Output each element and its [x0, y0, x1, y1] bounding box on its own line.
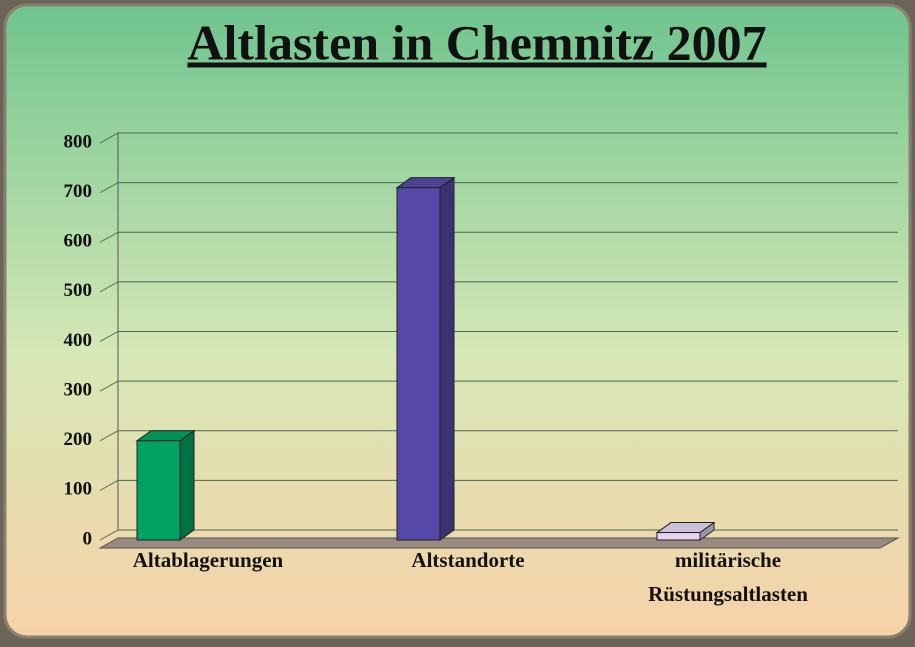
bar — [135, 429, 196, 541]
grid-line — [99, 132, 898, 144]
x-tick-label: militärische Rüstungsaltlasten — [648, 548, 808, 606]
panel — [3, 3, 912, 639]
bar — [395, 176, 456, 541]
x-tick-label: Altablagerungen — [133, 548, 284, 572]
grid-line — [99, 281, 898, 293]
grid-line — [99, 231, 898, 243]
floor — [98, 537, 900, 549]
y-tick-label: 100 — [64, 479, 93, 500]
grid-line — [99, 380, 898, 392]
bar — [655, 521, 716, 541]
y-tick-label: 700 — [64, 181, 93, 202]
grid-line — [99, 529, 898, 541]
y-tick-label: 600 — [64, 231, 93, 252]
y-tick-label: 800 — [64, 131, 93, 152]
bar-front — [136, 440, 181, 541]
grid-line — [99, 479, 898, 491]
y-tick-label: 0 — [83, 528, 93, 549]
bar-side — [439, 176, 455, 541]
y-tick-label: 200 — [64, 429, 93, 450]
bar-front — [396, 187, 441, 541]
chart-title: Altlasten in Chemnitz 2007 — [187, 14, 766, 70]
grid-line — [99, 331, 898, 342]
bar-front — [656, 532, 701, 541]
y-tick-label: 400 — [64, 330, 93, 351]
y-tick-label: 300 — [64, 379, 93, 400]
grid-line — [99, 182, 898, 194]
grid-line — [99, 430, 898, 442]
bar-side — [179, 429, 195, 541]
x-tick-label: Altstandorte — [411, 548, 524, 572]
y-tick-label: 500 — [64, 280, 93, 301]
